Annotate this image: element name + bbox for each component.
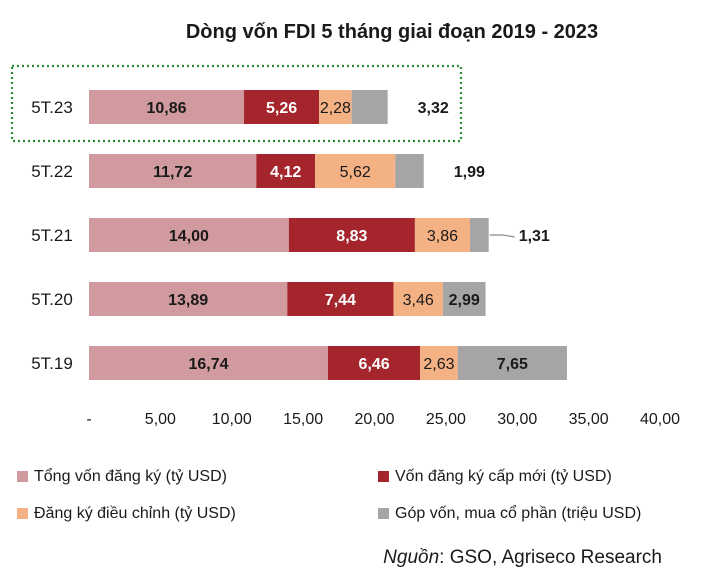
x-tick-label: 10,00 <box>212 411 252 428</box>
data-label: 5,62 <box>340 164 371 181</box>
x-tick-label: 35,00 <box>569 411 609 428</box>
x-tick-label: 5,00 <box>145 411 176 428</box>
bar-segment <box>457 346 567 380</box>
data-label: 7,44 <box>325 292 356 309</box>
bar-segment <box>414 218 470 252</box>
bar-segment <box>442 282 486 316</box>
x-tick-label: 30,00 <box>497 411 537 428</box>
bar-segment <box>89 218 289 252</box>
data-label: 11,72 <box>153 164 192 181</box>
bar-segment <box>469 218 489 252</box>
data-label: 1,99 <box>454 164 485 181</box>
bar-segment <box>420 346 458 380</box>
legend-label: Góp vốn, mua cổ phần (triệu USD) <box>395 504 641 522</box>
highlight-box <box>10 64 463 143</box>
legend-swatch <box>378 508 389 519</box>
leader-line <box>489 234 515 238</box>
data-label: 6,46 <box>359 356 390 373</box>
data-label: 7,65 <box>497 356 528 373</box>
bar-segment <box>89 282 288 316</box>
source-label: Nguồn <box>383 547 439 568</box>
chart-title: Dòng vốn FDI 5 tháng giai đoạn 2019 - 20… <box>186 21 598 43</box>
category-label: 5T.20 <box>31 290 73 309</box>
data-label: 2,99 <box>449 292 480 309</box>
bar-segment <box>256 154 316 188</box>
legend-label: Đăng ký điều chỉnh (tỷ USD) <box>34 505 236 522</box>
bar-segment <box>327 346 421 380</box>
category-label: 5T.22 <box>31 162 73 181</box>
bar-segment <box>89 154 257 188</box>
source-note: Nguồn: GSO, Agriseco Research <box>383 547 662 568</box>
bar-segment <box>287 282 394 316</box>
legend-swatch <box>17 471 28 482</box>
data-label: 3,32 <box>418 100 449 117</box>
legend-label: Tổng vốn đăng ký (tỷ USD) <box>34 467 227 485</box>
x-tick-label: 25,00 <box>426 411 466 428</box>
x-tick-label: 15,00 <box>283 411 323 428</box>
bar-segment <box>351 90 388 124</box>
bar-segment <box>393 282 443 316</box>
legend-label: Vốn đăng ký cấp mới (tỷ USD) <box>395 468 612 485</box>
data-label: 2,28 <box>320 100 351 117</box>
data-label: 4,12 <box>270 164 301 181</box>
x-tick-label: 20,00 <box>354 411 394 428</box>
bar-segment <box>288 218 415 252</box>
data-label: 8,83 <box>336 228 367 245</box>
bar-segment <box>319 90 352 124</box>
category-label: 5T.21 <box>31 226 73 245</box>
data-label: 3,86 <box>427 228 458 245</box>
x-tick-label: - <box>86 411 91 428</box>
data-label: 14,00 <box>169 228 209 245</box>
bar-segment <box>244 90 320 124</box>
data-label: 13,89 <box>168 292 208 309</box>
legend-swatch <box>378 471 389 482</box>
bar-segment <box>395 154 424 188</box>
bar-segment <box>89 90 245 124</box>
data-label: 2,63 <box>423 356 454 373</box>
data-label: 10,86 <box>146 100 186 117</box>
x-tick-label: 40,00 <box>640 411 680 428</box>
data-label: 5,26 <box>266 100 297 117</box>
legend-swatch <box>17 508 28 519</box>
category-label: 5T.23 <box>31 98 73 117</box>
data-label: 3,46 <box>403 292 434 309</box>
data-label: 1,31 <box>519 228 550 245</box>
bar-segment <box>315 154 396 188</box>
category-label: 5T.19 <box>31 354 73 373</box>
bar-segment <box>89 346 328 380</box>
data-label: 16,74 <box>188 356 228 373</box>
source-text: : GSO, Agriseco Research <box>439 547 662 568</box>
